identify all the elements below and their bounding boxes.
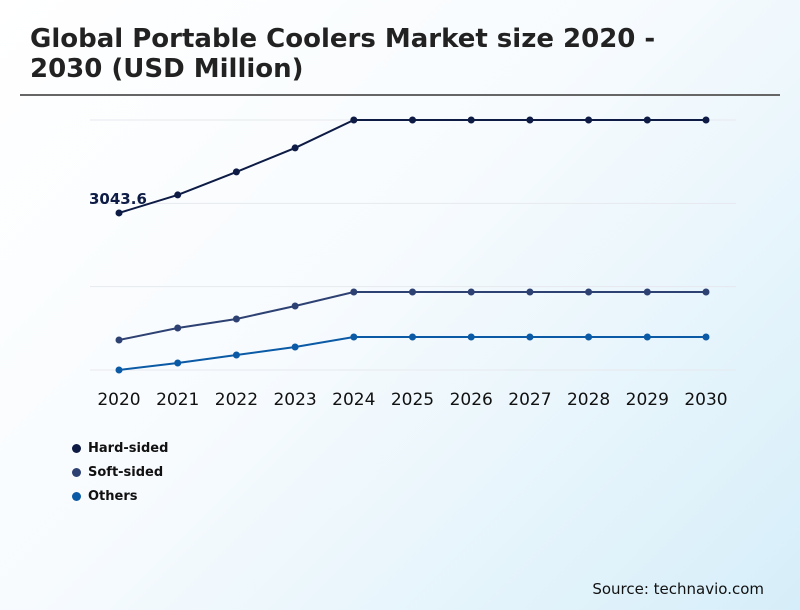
- x-tick-label: 2020: [97, 390, 140, 410]
- source-note: Source: technavio.com: [592, 580, 764, 598]
- data-point: [585, 288, 593, 296]
- legend-item: Soft-sided: [72, 460, 168, 484]
- data-point: [702, 116, 710, 124]
- legend-label: Hard-sided: [88, 440, 169, 456]
- data-point: [115, 336, 123, 344]
- data-point: [643, 116, 651, 124]
- legend-dot-icon: [72, 491, 81, 501]
- data-point: [409, 116, 416, 124]
- data-point: [291, 144, 299, 152]
- x-tick-label: 2025: [391, 390, 434, 410]
- data-point: [585, 333, 593, 341]
- x-tick-label: 2021: [156, 390, 199, 410]
- data-point: [115, 209, 123, 217]
- data-point: [409, 288, 416, 296]
- data-point: [350, 116, 358, 124]
- data-point: [350, 288, 358, 296]
- x-tick-label: 2024: [332, 390, 375, 410]
- data-label: 3043.6: [89, 190, 147, 208]
- data-point: [174, 324, 182, 332]
- legend-item: Hard-sided: [72, 436, 168, 460]
- data-point: [526, 288, 534, 296]
- data-point: [702, 333, 710, 341]
- x-tick-label: 2027: [508, 390, 551, 410]
- legend-item: Others: [72, 484, 168, 508]
- x-tick-label: 2030: [684, 390, 727, 410]
- data-point: [526, 333, 534, 341]
- legend-label: Soft-sided: [88, 464, 164, 480]
- data-point: [174, 359, 182, 367]
- x-tick-label: 2028: [567, 390, 610, 410]
- series-line-others: [118, 335, 706, 371]
- data-point: [350, 333, 358, 341]
- x-tick-label: 2026: [450, 390, 493, 410]
- data-point: [643, 288, 651, 296]
- data-point: [467, 116, 475, 124]
- title-divider: [20, 94, 780, 96]
- data-point: [291, 302, 299, 310]
- data-point: [467, 288, 475, 296]
- data-point: [232, 168, 240, 176]
- x-tick-label: 2023: [273, 390, 316, 410]
- legend-dot-icon: [72, 467, 81, 477]
- chart-title: Global Portable Coolers Market size 2020…: [30, 24, 656, 84]
- data-point: [526, 116, 534, 124]
- data-point: [643, 333, 651, 341]
- series-line-soft-sided: [118, 290, 706, 341]
- data-point: [467, 333, 475, 341]
- legend: Hard-sided Soft-sided Others: [72, 436, 168, 508]
- x-tick-label: 2029: [626, 390, 669, 410]
- data-point: [115, 366, 123, 374]
- data-point: [232, 315, 240, 323]
- legend-dot-icon: [72, 443, 81, 453]
- data-point: [585, 116, 593, 124]
- data-point: [409, 333, 416, 341]
- data-point: [174, 191, 182, 199]
- data-point: [291, 343, 299, 351]
- legend-label: Others: [88, 488, 138, 504]
- series-line-hard-sided: [118, 119, 706, 214]
- data-point: [702, 288, 710, 296]
- x-tick-label: 2022: [215, 390, 258, 410]
- data-point: [232, 351, 240, 359]
